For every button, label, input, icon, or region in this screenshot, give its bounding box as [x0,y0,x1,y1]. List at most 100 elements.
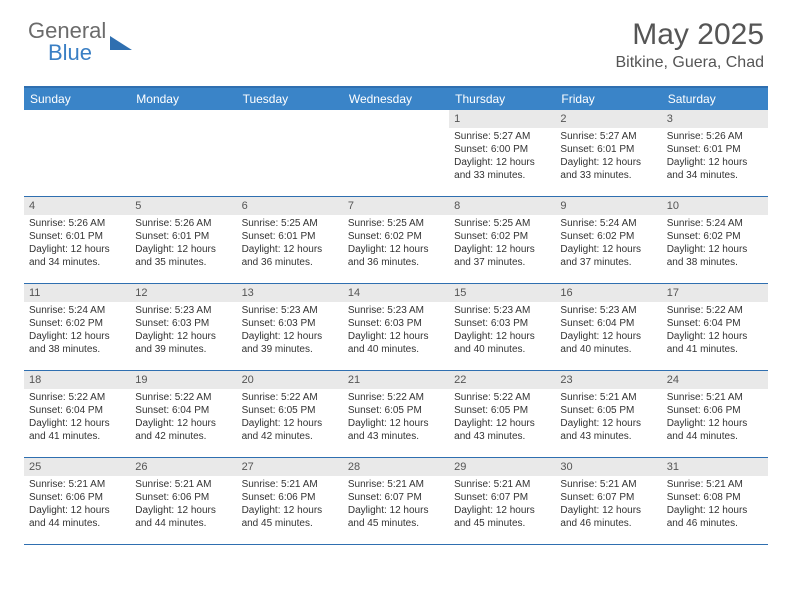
day-body: Sunrise: 5:21 AMSunset: 6:07 PMDaylight:… [449,478,555,534]
day-number: 22 [449,371,555,389]
daylight-text: Daylight: 12 hours and 44 minutes. [29,504,125,530]
daylight-text: Daylight: 12 hours and 34 minutes. [667,156,763,182]
day-body: Sunrise: 5:25 AMSunset: 6:01 PMDaylight:… [237,217,343,273]
week-row: 1Sunrise: 5:27 AMSunset: 6:00 PMDaylight… [24,110,768,197]
weekday-header: Sunday [24,88,130,110]
day-body: Sunrise: 5:22 AMSunset: 6:05 PMDaylight:… [449,391,555,447]
weekday-header: Saturday [662,88,768,110]
empty-day-cell [24,110,130,196]
day-number: 30 [555,458,661,476]
day-body: Sunrise: 5:22 AMSunset: 6:04 PMDaylight:… [24,391,130,447]
day-body: Sunrise: 5:27 AMSunset: 6:00 PMDaylight:… [449,130,555,186]
sunset-text: Sunset: 6:01 PM [667,143,763,156]
daylight-text: Daylight: 12 hours and 39 minutes. [242,330,338,356]
sunset-text: Sunset: 6:05 PM [560,404,656,417]
daylight-text: Daylight: 12 hours and 44 minutes. [135,504,231,530]
daylight-text: Daylight: 12 hours and 35 minutes. [135,243,231,269]
daylight-text: Daylight: 12 hours and 38 minutes. [667,243,763,269]
sunset-text: Sunset: 6:02 PM [454,230,550,243]
sunset-text: Sunset: 6:02 PM [560,230,656,243]
day-number: 20 [237,371,343,389]
day-body: Sunrise: 5:21 AMSunset: 6:05 PMDaylight:… [555,391,661,447]
sunrise-text: Sunrise: 5:23 AM [348,304,444,317]
day-number: 29 [449,458,555,476]
sunrise-text: Sunrise: 5:22 AM [454,391,550,404]
daylight-text: Daylight: 12 hours and 33 minutes. [454,156,550,182]
sunrise-text: Sunrise: 5:27 AM [560,130,656,143]
daylight-text: Daylight: 12 hours and 42 minutes. [242,417,338,443]
day-cell: 3Sunrise: 5:26 AMSunset: 6:01 PMDaylight… [662,110,768,196]
day-cell: 1Sunrise: 5:27 AMSunset: 6:00 PMDaylight… [449,110,555,196]
sunset-text: Sunset: 6:06 PM [29,491,125,504]
day-number: 16 [555,284,661,302]
daylight-text: Daylight: 12 hours and 45 minutes. [242,504,338,530]
day-cell: 22 Sunrise: 5:22 AMSunset: 6:05 PMDayligh… [449,371,555,457]
sunset-text: Sunset: 6:04 PM [29,404,125,417]
sunrise-text: Sunrise: 5:24 AM [667,217,763,230]
month-title: May 2025 [615,18,764,52]
daylight-text: Daylight: 12 hours and 41 minutes. [667,330,763,356]
day-cell: 6Sunrise: 5:25 AMSunset: 6:01 PMDaylight… [237,197,343,283]
day-cell: 10Sunrise: 5:24 AMSunset: 6:02 PMDayligh… [662,197,768,283]
sunset-text: Sunset: 6:04 PM [560,317,656,330]
brand-triangle-icon [110,36,132,50]
sunset-text: Sunset: 6:00 PM [454,143,550,156]
sunset-text: Sunset: 6:02 PM [348,230,444,243]
day-number: 17 [662,284,768,302]
day-body: Sunrise: 5:23 AMSunset: 6:04 PMDaylight:… [555,304,661,360]
daylight-text: Daylight: 12 hours and 46 minutes. [560,504,656,530]
week-row: 4Sunrise: 5:26 AMSunset: 6:01 PMDaylight… [24,197,768,284]
page-header: General Blue May 2025 Bitkine, Guera, Ch… [0,0,792,80]
day-cell: 26Sunrise: 5:21 AMSunset: 6:06 PMDayligh… [130,458,236,544]
day-body: Sunrise: 5:22 AMSunset: 6:05 PMDaylight:… [237,391,343,447]
day-cell: 9Sunrise: 5:24 AMSunset: 6:02 PMDaylight… [555,197,661,283]
day-number: 9 [555,197,661,215]
weekday-header: Monday [130,88,236,110]
sunrise-text: Sunrise: 5:21 AM [560,478,656,491]
sunset-text: Sunset: 6:04 PM [667,317,763,330]
daylight-text: Daylight: 12 hours and 38 minutes. [29,330,125,356]
day-number: 25 [24,458,130,476]
title-block: May 2025 Bitkine, Guera, Chad [615,18,764,72]
daylight-text: Daylight: 12 hours and 36 minutes. [348,243,444,269]
day-cell: 31Sunrise: 5:21 AMSunset: 6:08 PMDayligh… [662,458,768,544]
sunset-text: Sunset: 6:08 PM [667,491,763,504]
weekday-header-row: Sunday Monday Tuesday Wednesday Thursday… [24,88,768,110]
day-cell: 30Sunrise: 5:21 AMSunset: 6:07 PMDayligh… [555,458,661,544]
sunrise-text: Sunrise: 5:26 AM [135,217,231,230]
sunrise-text: Sunrise: 5:23 AM [135,304,231,317]
daylight-text: Daylight: 12 hours and 45 minutes. [454,504,550,530]
day-body: Sunrise: 5:23 AMSunset: 6:03 PMDaylight:… [237,304,343,360]
day-cell: 29 Sunrise: 5:21 AMSunset: 6:07 PMDayligh… [449,458,555,544]
day-cell: 19Sunrise: 5:22 AMSunset: 6:04 PMDayligh… [130,371,236,457]
day-body: Sunrise: 5:21 AMSunset: 6:06 PMDaylight:… [130,478,236,534]
sunrise-text: Sunrise: 5:22 AM [135,391,231,404]
sunset-text: Sunset: 6:03 PM [242,317,338,330]
day-cell: 11Sunrise: 5:24 AMSunset: 6:02 PMDayligh… [24,284,130,370]
day-body: Sunrise: 5:24 AMSunset: 6:02 PMDaylight:… [662,217,768,273]
daylight-text: Daylight: 12 hours and 42 minutes. [135,417,231,443]
sunrise-text: Sunrise: 5:24 AM [560,217,656,230]
sunset-text: Sunset: 6:02 PM [667,230,763,243]
day-cell: 13Sunrise: 5:23 AMSunset: 6:03 PMDayligh… [237,284,343,370]
sunset-text: Sunset: 6:01 PM [29,230,125,243]
day-body: Sunrise: 5:26 AMSunset: 6:01 PMDaylight:… [130,217,236,273]
sunset-text: Sunset: 6:07 PM [348,491,444,504]
daylight-text: Daylight: 12 hours and 40 minutes. [454,330,550,356]
sunrise-text: Sunrise: 5:25 AM [454,217,550,230]
week-row: 25Sunrise: 5:21 AMSunset: 6:06 PMDayligh… [24,458,768,545]
day-number: 11 [24,284,130,302]
sunrise-text: Sunrise: 5:27 AM [454,130,550,143]
sunset-text: Sunset: 6:04 PM [135,404,231,417]
day-cell: 7Sunrise: 5:25 AMSunset: 6:02 PMDaylight… [343,197,449,283]
sunset-text: Sunset: 6:03 PM [135,317,231,330]
sunrise-text: Sunrise: 5:21 AM [29,478,125,491]
sunrise-text: Sunrise: 5:21 AM [667,391,763,404]
day-body: Sunrise: 5:23 AMSunset: 6:03 PMDaylight:… [343,304,449,360]
day-body: Sunrise: 5:21 AMSunset: 6:06 PMDaylight:… [237,478,343,534]
daylight-text: Daylight: 12 hours and 34 minutes. [29,243,125,269]
daylight-text: Daylight: 12 hours and 36 minutes. [242,243,338,269]
day-number: 14 [343,284,449,302]
daylight-text: Daylight: 12 hours and 33 minutes. [560,156,656,182]
day-body: Sunrise: 5:25 AMSunset: 6:02 PMDaylight:… [343,217,449,273]
